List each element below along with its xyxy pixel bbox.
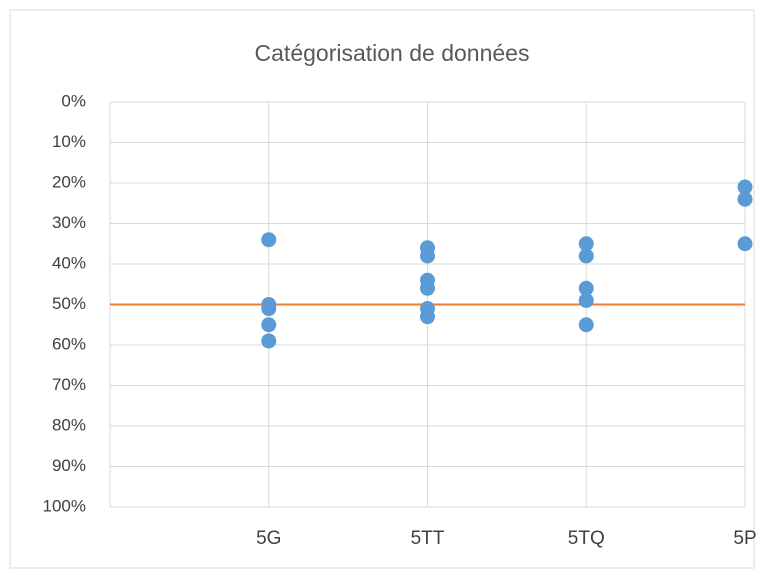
point bbox=[737, 191, 753, 207]
y-tick-label: 50% bbox=[52, 294, 86, 313]
point bbox=[737, 179, 753, 195]
y-tick-label: 60% bbox=[52, 334, 86, 353]
chart-title: Catégorisation de données bbox=[255, 40, 530, 66]
point bbox=[578, 317, 594, 333]
x-tick-label: 5TT bbox=[411, 528, 445, 549]
point bbox=[578, 236, 594, 252]
y-tick-label: 40% bbox=[52, 253, 86, 272]
point bbox=[420, 248, 435, 264]
point bbox=[261, 333, 277, 349]
point bbox=[261, 317, 277, 333]
point bbox=[578, 292, 594, 308]
y-tick-label: 70% bbox=[52, 375, 86, 394]
y-tick-label: 10% bbox=[52, 132, 86, 151]
point bbox=[420, 309, 435, 325]
point bbox=[578, 248, 594, 264]
x-tick-label: 5G bbox=[256, 528, 281, 549]
y-tick-label: 0% bbox=[61, 91, 86, 110]
y-tick-label: 30% bbox=[52, 213, 86, 232]
y-tick-label: 90% bbox=[52, 456, 86, 475]
point bbox=[261, 232, 277, 248]
point bbox=[737, 236, 753, 252]
y-tick-label: 80% bbox=[52, 415, 86, 434]
point bbox=[578, 280, 594, 296]
point bbox=[420, 280, 435, 296]
chart-frame bbox=[9, 9, 755, 569]
x-tick-label: 5TQ bbox=[568, 528, 605, 549]
point bbox=[261, 301, 277, 317]
y-tick-label: 20% bbox=[52, 172, 86, 191]
x-tick-label: 5P bbox=[733, 528, 756, 549]
y-tick-label: 100% bbox=[43, 496, 86, 515]
